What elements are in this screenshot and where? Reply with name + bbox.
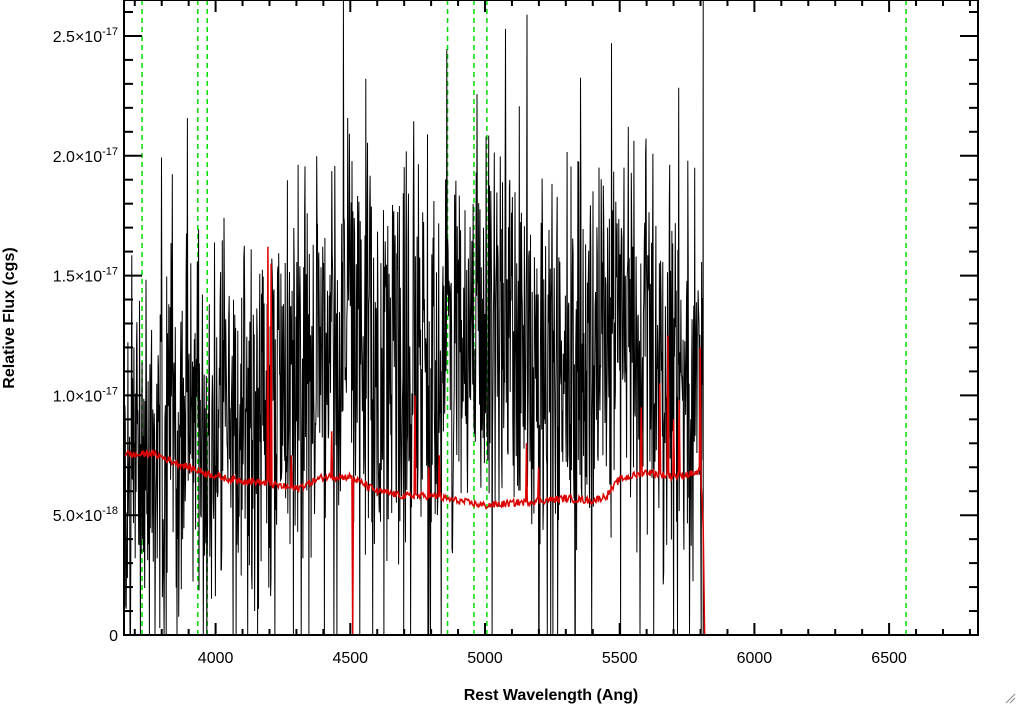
- x-tick-labels: 4000 4500 5000 5500 6000 6500: [198, 650, 907, 667]
- y-tick-label: 5.0×10-18: [53, 505, 118, 525]
- series-group: [123, 0, 978, 636]
- resize-grip-icon[interactable]: [1004, 692, 1016, 704]
- spectrum-line: [123, 0, 978, 636]
- x-tick-label: 4000: [198, 650, 234, 667]
- plot-frame: [123, 0, 979, 636]
- y-axis-title: Relative Flux (cgs): [1, 247, 18, 388]
- y-tick-label: 1.5×10-17: [53, 266, 118, 286]
- y-tick-label: 2.0×10-17: [53, 146, 118, 166]
- x-tick-label: 4500: [332, 650, 368, 667]
- axes-group: [123, 0, 979, 636]
- y-tick-label: 2.5×10-17: [53, 26, 118, 46]
- x-tick-label: 6000: [737, 650, 773, 667]
- x-tick-label: 5000: [467, 650, 503, 667]
- y-tick-labels: 0 5.0×10-18 1.0×10-17 1.5×10-17 2.0×10-17 2.5…: [53, 26, 118, 645]
- x-tick-label: 6500: [871, 650, 907, 667]
- y-tick-label: 1.0×10-17: [53, 385, 118, 405]
- y-tick-label: 0: [109, 628, 118, 645]
- x-axis-title: Rest Wavelength (Ang): [464, 687, 639, 704]
- x-tick-label: 5500: [602, 650, 638, 667]
- error-line: [123, 246, 978, 636]
